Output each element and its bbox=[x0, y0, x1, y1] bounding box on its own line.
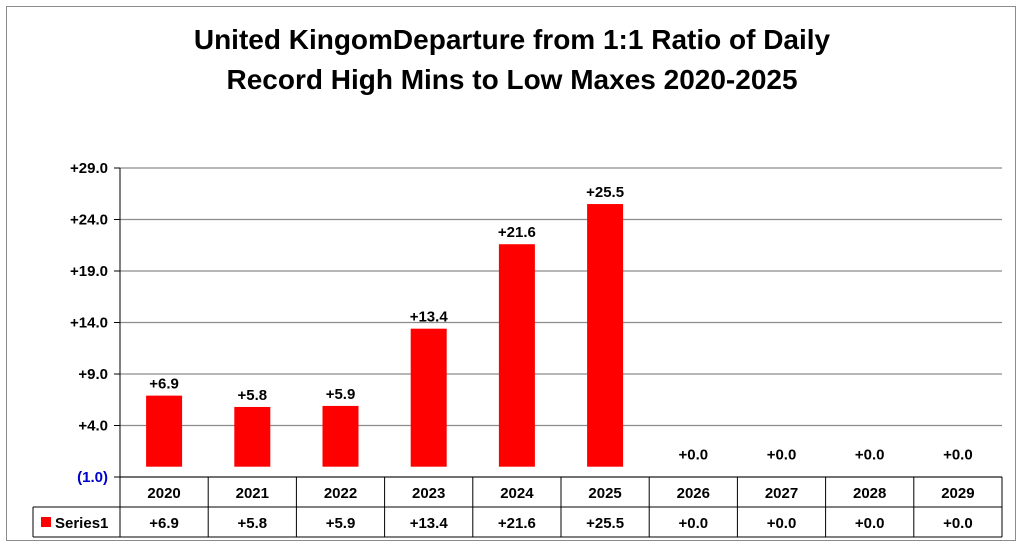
table-value-cell: +25.5 bbox=[586, 515, 624, 532]
y-tick-label: +19.0 bbox=[70, 263, 108, 280]
table-value-cell: +6.9 bbox=[149, 515, 179, 532]
category-label: 2029 bbox=[941, 485, 974, 502]
table-value-cell: +0.0 bbox=[855, 515, 885, 532]
category-label: 2027 bbox=[765, 485, 798, 502]
category-label: 2026 bbox=[677, 485, 710, 502]
category-label: 2024 bbox=[500, 485, 534, 502]
chart-title-line-2: Record High Mins to Low Maxes 2020-2025 bbox=[226, 64, 798, 95]
table-value-cell: +5.8 bbox=[237, 515, 267, 532]
bars bbox=[146, 204, 624, 467]
table-value-cell: +13.4 bbox=[410, 515, 449, 532]
y-tick-label: +9.0 bbox=[78, 366, 108, 383]
data-label: +0.0 bbox=[767, 447, 797, 464]
bar bbox=[587, 204, 624, 467]
data-label: +6.9 bbox=[149, 376, 179, 393]
category-label: 2021 bbox=[236, 485, 269, 502]
chart-title-line-1: United KingomDeparture from 1:1 Ratio of… bbox=[193, 24, 831, 55]
y-tick-label: +4.0 bbox=[78, 418, 108, 435]
y-tick-label: +29.0 bbox=[70, 160, 108, 177]
table-value-cell: +0.0 bbox=[943, 515, 973, 532]
data-label: +5.9 bbox=[326, 386, 356, 403]
bar bbox=[322, 405, 359, 467]
table-value-cell: +5.9 bbox=[326, 515, 356, 532]
table-value-cell: +21.6 bbox=[498, 515, 536, 532]
data-label: +25.5 bbox=[586, 184, 624, 201]
category-label: 2028 bbox=[853, 485, 886, 502]
data-label: +0.0 bbox=[943, 447, 973, 464]
data-label: +21.6 bbox=[498, 224, 536, 241]
y-tick-label: +14.0 bbox=[70, 315, 108, 332]
bar bbox=[498, 244, 535, 467]
chart-title: United KingomDeparture from 1:1 Ratio of… bbox=[0, 20, 1024, 100]
bar bbox=[410, 328, 447, 467]
data-label: +0.0 bbox=[855, 447, 885, 464]
bar bbox=[146, 395, 183, 467]
legend-series-name: Series1 bbox=[55, 515, 108, 532]
data-label: +13.4 bbox=[410, 309, 449, 326]
data-labels: +6.9 +5.8 +5.9 +13.4 +21.6 +25.5 +0.0 +0.0 +0.0 +… bbox=[149, 184, 972, 464]
data-label: +0.0 bbox=[678, 447, 708, 464]
y-axis: (1.0) +4.0 +9.0 +14.0 +19.0 +24.0 +29.0 bbox=[70, 160, 121, 486]
category-label: 2023 bbox=[412, 485, 445, 502]
category-label: 2022 bbox=[324, 485, 357, 502]
legend-swatch bbox=[41, 517, 51, 527]
category-label: 2025 bbox=[588, 485, 621, 502]
table-value-cell: +0.0 bbox=[767, 515, 797, 532]
y-tick-label: (1.0) bbox=[77, 469, 108, 486]
data-table: 2020 2021 2022 2023 2024 2025 2026 2027 2028 2029… bbox=[32, 476, 1003, 538]
table-value-cell: +0.0 bbox=[678, 515, 708, 532]
data-label: +5.8 bbox=[237, 387, 267, 404]
bar bbox=[234, 406, 271, 467]
category-label: 2020 bbox=[147, 485, 180, 502]
y-tick-label: +24.0 bbox=[70, 212, 108, 229]
